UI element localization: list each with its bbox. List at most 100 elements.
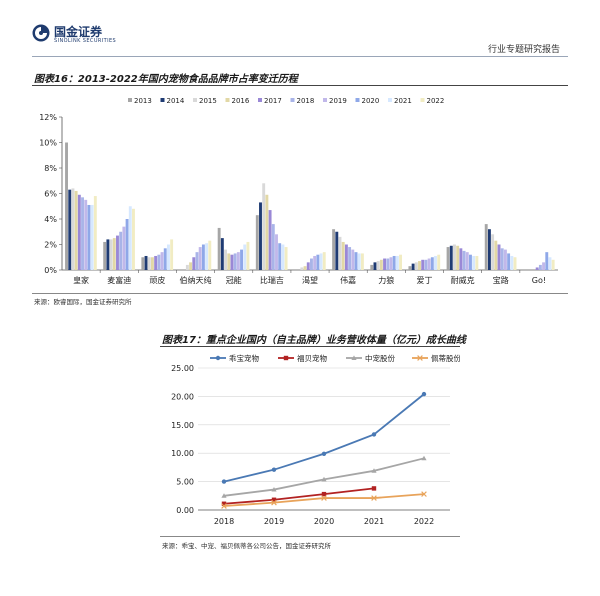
bar <box>84 199 88 270</box>
bar <box>335 231 339 270</box>
legend-label: 2018 <box>297 97 315 105</box>
market-share-bar-chart: 2013 2014 2015 2016 2017 2018 2019 2020 2021 2022… <box>39 97 558 285</box>
point <box>271 497 277 502</box>
bar <box>430 257 434 270</box>
bar <box>344 244 348 270</box>
legend-swatch <box>160 98 165 102</box>
bar <box>147 257 151 270</box>
legend-swatch <box>388 98 392 102</box>
bar <box>112 238 116 270</box>
bar <box>303 266 307 270</box>
bar <box>465 252 469 270</box>
bar <box>503 249 507 270</box>
bar <box>513 257 517 270</box>
x-tick-label: 伟嘉 <box>340 275 356 285</box>
bar <box>316 254 320 270</box>
bar <box>373 262 377 270</box>
bar <box>392 255 396 270</box>
bar <box>109 239 113 270</box>
x-tick-label: Go! <box>532 276 546 285</box>
figure17-source: 来源：乖宝、中宠、福贝佩蒂各公司公告，国金证券研究所 <box>162 542 331 550</box>
bar <box>268 210 272 270</box>
y-tick-label: 8% <box>44 164 57 173</box>
series-line <box>223 393 425 483</box>
bar <box>125 219 129 270</box>
bar <box>491 234 495 270</box>
y-tick-label: 10.00 <box>171 449 194 458</box>
bar <box>487 229 491 270</box>
bar <box>408 266 412 270</box>
bar <box>322 252 326 270</box>
y-tick-label: 10% <box>39 139 57 148</box>
sinolink-logo-icon <box>32 24 50 42</box>
y-tick-label: 0% <box>44 266 57 275</box>
y-tick-label: 20.00 <box>171 392 194 401</box>
bar <box>189 262 193 270</box>
bar <box>150 257 154 270</box>
bar <box>198 247 202 270</box>
bar <box>395 255 399 270</box>
bar <box>446 247 450 270</box>
header-divider <box>32 56 568 57</box>
x-tick-label: 皇家 <box>73 275 89 285</box>
point <box>271 467 277 472</box>
bar <box>243 244 247 270</box>
bar <box>313 255 317 270</box>
point <box>321 495 327 501</box>
bar <box>421 259 425 270</box>
legend-swatch <box>128 98 132 102</box>
bar <box>227 253 231 270</box>
point <box>271 486 277 492</box>
logo-text-cn: 国金证券 <box>54 25 103 39</box>
point <box>283 355 289 361</box>
bar <box>545 252 549 270</box>
bar <box>103 241 107 270</box>
bar <box>201 244 205 270</box>
x-tick-label: 耐威克 <box>451 275 475 285</box>
x-tick-label: 麦富迪 <box>107 275 131 285</box>
bar <box>542 262 546 270</box>
bar <box>141 257 145 270</box>
bar <box>484 224 488 270</box>
bar <box>236 252 240 270</box>
bar <box>472 255 476 270</box>
figure17-caption-rule <box>160 346 460 347</box>
bar <box>449 245 453 270</box>
bar <box>510 255 514 270</box>
bar <box>319 253 323 270</box>
report-type: 行业专题研究报告 <box>487 45 560 55</box>
point <box>371 486 377 491</box>
bar <box>233 253 237 270</box>
legend-swatch <box>323 98 327 102</box>
y-tick-label: 5.00 <box>176 478 194 487</box>
x-tick-label: 冠能 <box>226 275 242 285</box>
bar <box>185 264 189 270</box>
x-tick-label: 力狼 <box>378 275 394 285</box>
bar <box>551 259 555 270</box>
bar <box>348 247 352 270</box>
bar <box>389 257 393 270</box>
bar <box>275 234 278 270</box>
x-tick-label: 2018 <box>214 517 234 526</box>
bar <box>160 252 164 270</box>
bar <box>77 194 81 270</box>
bar <box>74 190 78 270</box>
x-tick-label: 爱丁 <box>416 276 432 285</box>
bar <box>281 244 285 270</box>
bar <box>500 248 504 270</box>
legend-label: 中宠股份 <box>365 353 395 363</box>
bar <box>351 249 355 270</box>
y-tick-label: 2% <box>44 241 57 250</box>
y-tick-label: 25.00 <box>171 364 194 373</box>
y-tick-label: 0.00 <box>176 506 194 515</box>
legend-label: 2017 <box>264 97 282 105</box>
x-tick-label: 2019 <box>264 517 284 526</box>
bar <box>437 254 441 270</box>
y-tick-label: 15.00 <box>171 421 194 430</box>
y-tick-label: 6% <box>44 190 57 199</box>
bar <box>154 255 158 270</box>
bar <box>497 244 501 270</box>
figure16-source: 来源：欧睿国际，国金证券研究所 <box>34 298 132 306</box>
bar <box>469 254 472 270</box>
bar <box>332 229 336 270</box>
